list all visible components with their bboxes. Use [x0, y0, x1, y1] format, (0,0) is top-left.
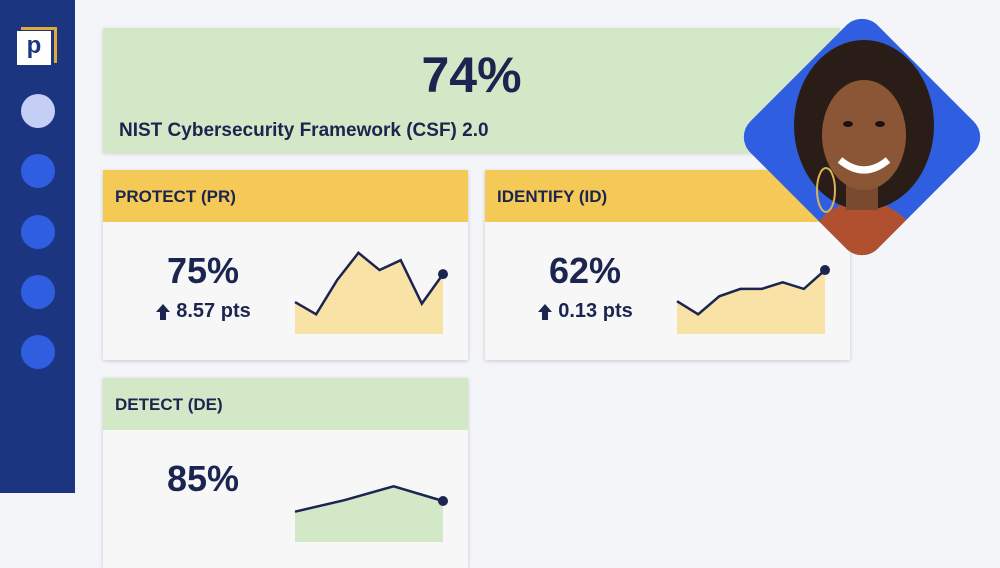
card-header: PROTECT (PR) — [103, 170, 468, 222]
summary-card: 74% NIST Cybersecurity Framework (CSF) 2… — [103, 28, 840, 153]
metric-card: DETECT (DE) 85% — [103, 378, 468, 568]
sparkline-end — [820, 265, 830, 276]
nav-item[interactable] — [21, 154, 55, 188]
change-value: 0.13 pts — [558, 300, 633, 322]
card-score: 75% — [166, 250, 240, 291]
nav-item[interactable] — [21, 94, 55, 128]
profile-photo — [743, 18, 981, 265]
card-change: 0.13 pts — [515, 300, 655, 323]
change-value: 8.57 pts — [176, 300, 251, 322]
nav-item[interactable] — [21, 335, 55, 369]
sparkline — [294, 251, 448, 334]
card-score: 62% — [548, 250, 622, 291]
sparkline-area — [677, 270, 825, 334]
metric-card: PROTECT (PR) 75% 8.57 pts — [103, 170, 468, 360]
sparkline-area — [295, 252, 443, 334]
card-change: 8.57 pts — [133, 300, 273, 323]
nav-item[interactable] — [21, 275, 55, 309]
card-title: DETECT (DE) — [115, 395, 223, 414]
sparkline-end — [438, 496, 448, 506]
sparkline-line — [676, 269, 826, 316]
summary-score: 74% — [421, 47, 522, 103]
card-score: 85% — [166, 458, 240, 499]
sidebar: p — [0, 0, 75, 493]
logo-accent — [21, 27, 57, 63]
sparkline — [676, 265, 830, 334]
up-arrow — [538, 303, 553, 320]
up-arrow-icon — [156, 303, 171, 320]
metric-card: IDENTIFY (ID) 62% 0.13 pts — [485, 170, 850, 360]
sparkline — [294, 484, 448, 542]
up-arrow — [156, 303, 171, 320]
card-header: DETECT (DE) — [103, 378, 468, 430]
sparkline-line — [294, 251, 445, 317]
card-title: PROTECT (PR) — [115, 187, 236, 206]
logo[interactable]: p — [17, 31, 51, 65]
nav-item[interactable] — [21, 215, 55, 249]
up-arrow-icon — [538, 303, 553, 320]
page: p 74% NIST Cybersecurity Framework (CSF)… — [0, 0, 981, 542]
sparkline-end — [438, 269, 448, 280]
card-title: IDENTIFY (ID) — [497, 187, 608, 206]
summary-title: NIST Cybersecurity Framework (CSF) 2.0 — [119, 120, 489, 141]
